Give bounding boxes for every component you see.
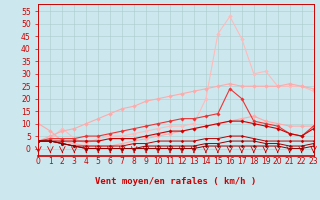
X-axis label: Vent moyen/en rafales ( km/h ): Vent moyen/en rafales ( km/h ) xyxy=(95,178,257,186)
